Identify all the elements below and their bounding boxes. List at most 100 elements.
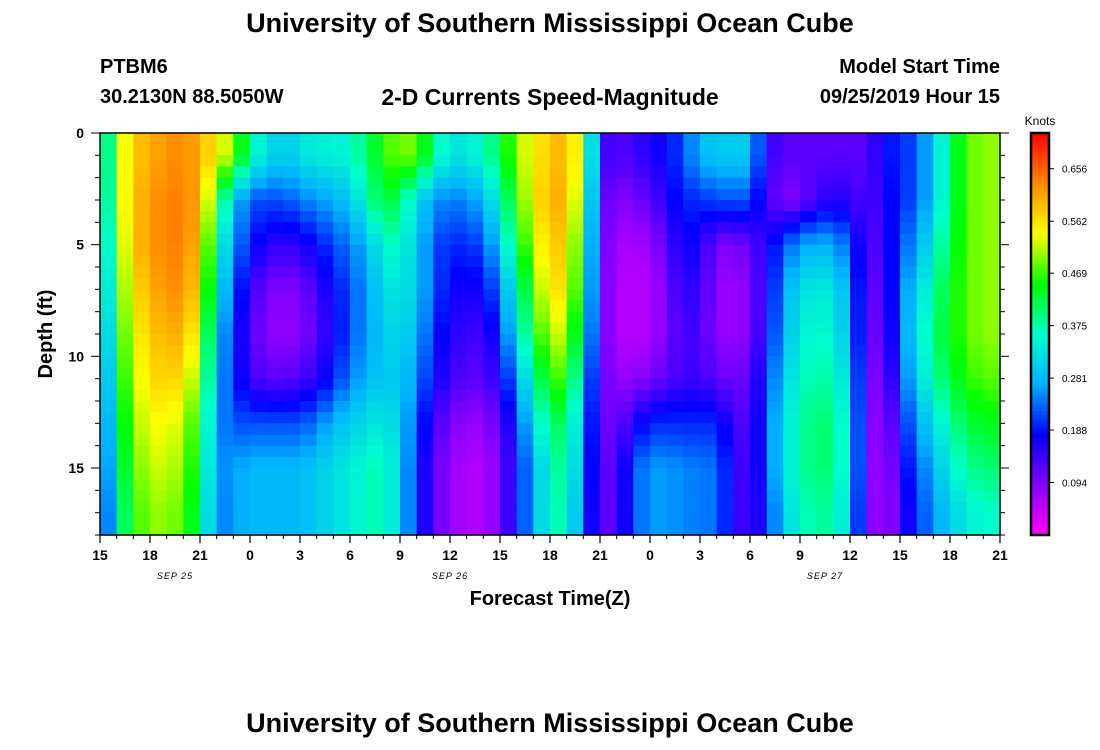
heatmap-cell xyxy=(683,311,701,324)
heatmap-cell xyxy=(116,322,134,335)
heatmap-cell xyxy=(200,222,218,235)
heatmap-cell xyxy=(550,222,568,235)
heatmap-cell xyxy=(466,512,484,525)
heatmap-cell xyxy=(333,468,351,480)
heatmap-cell xyxy=(566,177,584,190)
heatmap-cell xyxy=(250,233,268,246)
heatmap-cell xyxy=(116,177,134,190)
heatmap-cell xyxy=(783,456,801,469)
heatmap-cell xyxy=(566,155,584,168)
heatmap-cell xyxy=(550,144,568,156)
heatmap-cell xyxy=(433,144,451,156)
heatmap-cell xyxy=(183,345,201,357)
heatmap-cell xyxy=(350,367,368,380)
heatmap-cell xyxy=(983,300,1001,313)
heatmap-cell xyxy=(300,177,318,190)
heatmap-cell xyxy=(950,356,968,369)
heatmap-cell xyxy=(850,501,868,514)
colorbar-segment xyxy=(1031,313,1049,318)
heatmap-cell xyxy=(350,423,368,436)
heatmap-cell xyxy=(400,177,418,190)
heatmap-cell xyxy=(333,322,351,335)
heatmap-cell xyxy=(516,378,534,391)
heatmap-cell xyxy=(766,423,784,436)
heatmap-cell xyxy=(216,423,234,436)
heatmap-cell xyxy=(116,311,134,324)
heatmap-cell xyxy=(316,155,334,168)
heatmap-cell xyxy=(650,367,668,380)
heatmap-cell xyxy=(800,166,818,179)
heatmap-cell xyxy=(733,166,751,179)
heatmap-cell xyxy=(583,456,601,469)
heatmap-cell xyxy=(200,345,218,357)
heatmap-cell xyxy=(133,244,151,257)
heatmap-cell xyxy=(350,512,368,525)
heatmap-cell xyxy=(516,278,534,290)
heatmap-cell xyxy=(900,311,918,324)
heatmap-cell xyxy=(666,479,684,491)
heatmap-cell xyxy=(633,512,651,525)
colorbar-segment xyxy=(1031,424,1049,429)
heatmap-cell xyxy=(550,490,568,503)
heatmap-cell xyxy=(650,255,668,268)
heatmap-cells xyxy=(100,133,1001,536)
heatmap-cell xyxy=(733,222,751,235)
heatmap-cell xyxy=(100,367,118,380)
heatmap-cell xyxy=(983,267,1001,279)
heatmap-cell xyxy=(766,322,784,335)
heatmap-cell xyxy=(800,267,818,279)
heatmap-cell xyxy=(766,177,784,190)
heatmap-cell xyxy=(233,378,251,391)
heatmap-cell xyxy=(883,278,901,290)
heatmap-cell xyxy=(200,378,218,391)
heatmap-cell xyxy=(316,166,334,179)
heatmap-cell xyxy=(500,501,518,514)
heatmap-cell xyxy=(383,188,401,201)
heatmap-cell xyxy=(133,255,151,268)
heatmap-cell xyxy=(733,267,751,279)
heatmap-cell xyxy=(250,300,268,313)
heatmap-cell xyxy=(200,356,218,369)
heatmap-cell xyxy=(283,367,301,380)
heatmap-cell xyxy=(400,133,418,145)
heatmap-cell xyxy=(733,200,751,212)
heatmap-cell xyxy=(216,244,234,257)
heatmap-cell xyxy=(683,468,701,480)
heatmap-cell xyxy=(366,255,384,268)
heatmap-cell xyxy=(200,144,218,156)
heatmap-cell xyxy=(650,166,668,179)
heatmap-cell xyxy=(433,267,451,279)
heatmap-cell xyxy=(366,244,384,257)
heatmap-cell xyxy=(533,300,551,313)
heatmap-cell xyxy=(500,200,518,212)
heatmap-cell xyxy=(833,267,851,279)
heatmap-cell xyxy=(233,166,251,179)
heatmap-cell xyxy=(166,166,184,179)
heatmap-cell xyxy=(583,434,601,447)
heatmap-cell xyxy=(316,456,334,469)
colorbar-segment xyxy=(1031,491,1049,496)
heatmap-cell xyxy=(333,311,351,324)
heatmap-cell xyxy=(516,367,534,380)
heatmap-cell xyxy=(850,267,868,279)
heatmap-cell xyxy=(666,211,684,223)
heatmap-cell xyxy=(616,523,634,536)
heatmap-cell xyxy=(383,289,401,302)
heatmap-cell xyxy=(733,244,751,257)
heatmap-cell xyxy=(633,233,651,246)
heatmap-cell xyxy=(700,278,718,290)
heatmap-cell xyxy=(633,445,651,458)
heatmap-cell xyxy=(933,211,951,223)
heatmap-cell xyxy=(650,144,668,156)
heatmap-cell xyxy=(600,233,618,246)
heatmap-cell xyxy=(650,523,668,536)
colorbar-segment xyxy=(1031,136,1049,141)
heatmap-cell xyxy=(250,401,268,413)
heatmap-cell xyxy=(200,244,218,257)
heatmap-cell xyxy=(150,300,168,313)
heatmap-cell xyxy=(550,133,568,145)
heatmap-cell xyxy=(600,166,618,179)
heatmap-cell xyxy=(383,445,401,458)
heatmap-cell xyxy=(800,423,818,436)
heatmap-cell xyxy=(816,300,834,313)
